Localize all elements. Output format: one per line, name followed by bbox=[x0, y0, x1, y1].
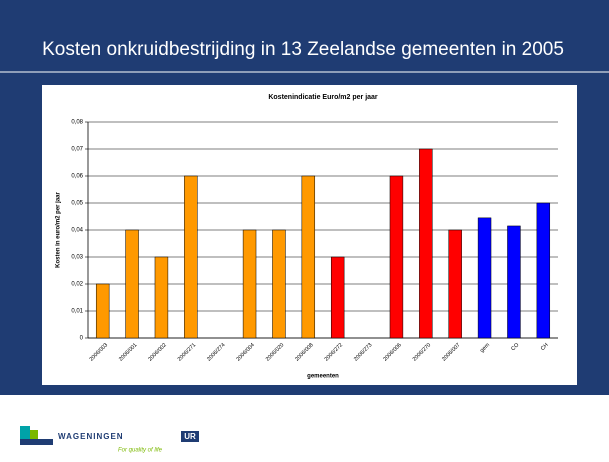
logo-block bbox=[20, 426, 30, 439]
logo-ur-bg bbox=[181, 431, 199, 442]
bar bbox=[507, 225, 521, 339]
y-tick-label: 0,01 bbox=[71, 309, 83, 315]
y-tick-label: 0,07 bbox=[71, 147, 83, 153]
y-tick-label: 0 bbox=[80, 336, 84, 342]
x-tick-label: CO bbox=[510, 342, 521, 353]
logo-text: WAGENINGEN bbox=[58, 432, 124, 441]
bar bbox=[242, 229, 257, 339]
y-tick-label: 0,02 bbox=[71, 282, 83, 288]
logo-tagline: For quality of life bbox=[118, 448, 163, 454]
logo-ur: UR bbox=[184, 432, 196, 441]
bar bbox=[184, 175, 198, 339]
slide-title: Kosten onkruidbestrijding in 13 Zeelands… bbox=[42, 39, 564, 60]
y-tick-label: 0,03 bbox=[71, 255, 83, 261]
y-tick-label: 0,06 bbox=[71, 174, 83, 180]
bar bbox=[477, 217, 492, 339]
y-axis-label: Kosten in euro/m2 per jaar bbox=[56, 191, 62, 267]
bar bbox=[154, 256, 169, 339]
chart-title: Kostenindicatie Euro/m2 per jaar bbox=[268, 94, 378, 101]
y-tick-label: 0,08 bbox=[71, 120, 83, 126]
bar bbox=[536, 202, 551, 339]
bar bbox=[272, 229, 286, 339]
bar bbox=[419, 148, 433, 339]
logo-block bbox=[20, 439, 53, 445]
x-axis-label: gemeenten bbox=[307, 374, 339, 380]
bar bbox=[448, 229, 462, 339]
bar bbox=[301, 175, 316, 339]
y-tick-label: 0,05 bbox=[71, 201, 83, 207]
bar bbox=[330, 256, 345, 339]
y-tick-label: 0,04 bbox=[71, 228, 83, 234]
bar bbox=[95, 283, 110, 339]
bar bbox=[125, 229, 139, 339]
logo-block bbox=[30, 430, 38, 439]
logo: WAGENINGEN UR For quality of life bbox=[20, 426, 199, 454]
x-tick-label: CH bbox=[540, 342, 550, 352]
bar bbox=[389, 175, 404, 339]
